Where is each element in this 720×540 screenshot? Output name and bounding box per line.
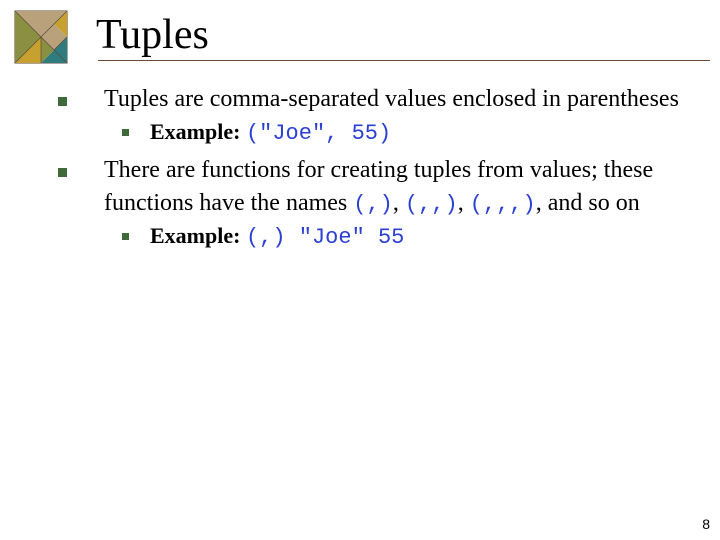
code-inline: (,,)	[405, 192, 458, 217]
slide-body: Tuples are comma-separated values enclos…	[0, 61, 720, 254]
bullet-text-part: , and so on	[536, 190, 640, 216]
bullet-item: There are functions for creating tuples …	[56, 154, 684, 254]
example-label: Example:	[150, 119, 240, 144]
code-inline: (,)	[353, 192, 393, 217]
code-snippet: ("Joe", 55)	[246, 121, 391, 146]
bullet-text-part: ,	[393, 190, 405, 216]
sub-bullet-item: Example: ("Joe", 55)	[104, 117, 684, 150]
tangram-logo-icon	[14, 10, 78, 64]
bullet-text-part: ,	[458, 190, 470, 216]
bullet-item: Tuples are comma-separated values enclos…	[56, 83, 684, 150]
code-inline: (,,,)	[470, 192, 536, 217]
sub-bullet-item: Example: (,) "Joe" 55	[104, 221, 684, 254]
page-number: 8	[702, 516, 710, 532]
bullet-text: Tuples are comma-separated values enclos…	[104, 86, 679, 112]
code-snippet: (,) "Joe" 55	[246, 225, 404, 250]
example-label: Example:	[150, 223, 240, 248]
slide-header: Tuples	[0, 0, 720, 64]
slide-title: Tuples	[96, 11, 209, 59]
